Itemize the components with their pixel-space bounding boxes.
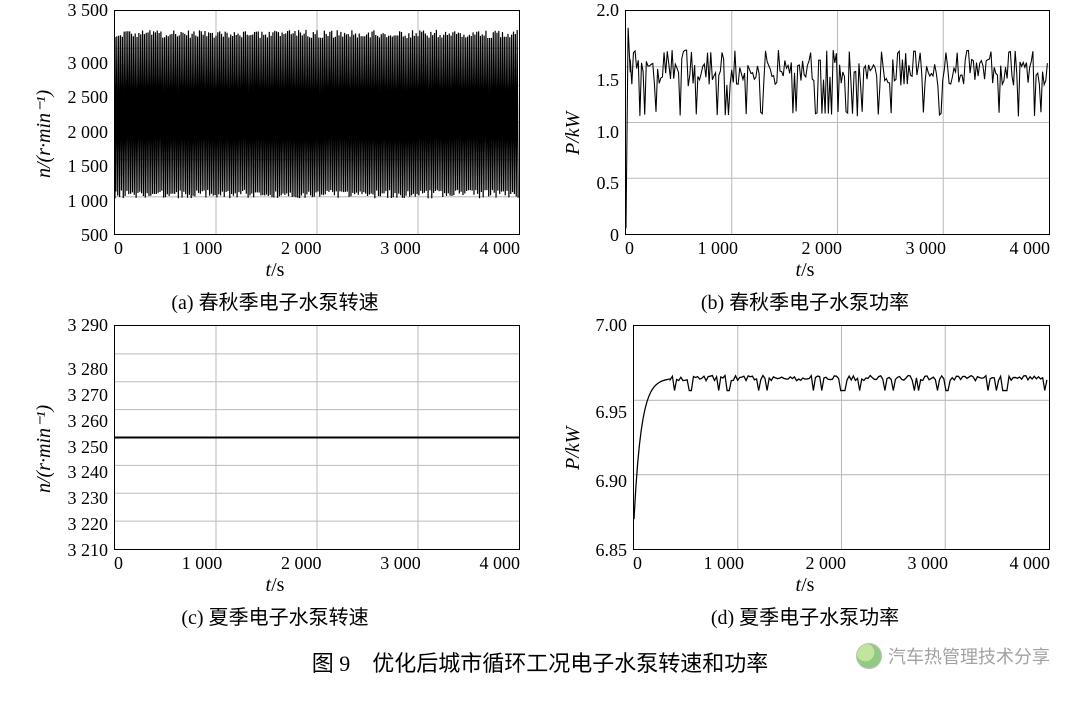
panel-c-xlabel: t/s: [266, 574, 285, 597]
panel-b-xlabel: t/s: [796, 259, 815, 282]
panel-c: n/(r·min⁻¹) 3 2103 2203 2303 2403 2503 2…: [30, 325, 520, 630]
figure-grid: n/(r·min⁻¹) 5001 0001 5002 0002 5003 000…: [30, 10, 1050, 630]
panel-b-yticks: 00.51.01.52.0: [587, 10, 625, 235]
panel-b-subcaption: (b) 春秋季电子水泵功率: [701, 286, 909, 315]
watermark-text: 汽车热管理技术分享: [888, 643, 1050, 669]
panel-d-xlabel: t/s: [796, 574, 815, 597]
panel-b-chart: [625, 10, 1050, 235]
panel-d-chart: [633, 325, 1050, 550]
panel-a-yticks: 5001 0001 5002 0002 5003 0003 500: [58, 10, 114, 235]
panel-d: P/kW 6.856.906.957.00 01 0002 0003 0004 …: [560, 325, 1050, 630]
panel-a: n/(r·min⁻¹) 5001 0001 5002 0002 5003 000…: [30, 10, 520, 315]
panel-b: P/kW 00.51.01.52.0 01 0002 0003 0004 000…: [560, 10, 1050, 315]
panel-d-ylabel: P/kW: [560, 325, 587, 572]
panel-a-subcaption: (a) 春秋季电子水泵转速: [171, 286, 378, 315]
wechat-icon: [856, 643, 882, 669]
watermark: 汽车热管理技术分享: [856, 643, 1050, 669]
panel-a-ylabel: n/(r·min⁻¹): [30, 10, 58, 257]
panel-c-yticks: 3 2103 2203 2303 2403 2503 2603 2703 280…: [58, 325, 114, 550]
panel-c-subcaption: (c) 夏季电子水泵转速: [181, 601, 368, 630]
panel-c-xticks: 01 0002 0003 0004 000: [114, 550, 520, 572]
panel-b-xticks: 01 0002 0003 0004 000: [625, 235, 1050, 257]
panel-b-ylabel: P/kW: [560, 10, 587, 257]
panel-a-xlabel: t/s: [266, 259, 285, 282]
panel-a-xticks: 01 0002 0003 0004 000: [114, 235, 520, 257]
panel-c-chart: [114, 325, 520, 550]
panel-d-subcaption: (d) 夏季电子水泵功率: [711, 601, 899, 630]
panel-d-yticks: 6.856.906.957.00: [587, 325, 633, 550]
panel-a-chart: [114, 10, 520, 235]
panel-d-xticks: 01 0002 0003 0004 000: [633, 550, 1050, 572]
panel-c-ylabel: n/(r·min⁻¹): [30, 325, 58, 572]
